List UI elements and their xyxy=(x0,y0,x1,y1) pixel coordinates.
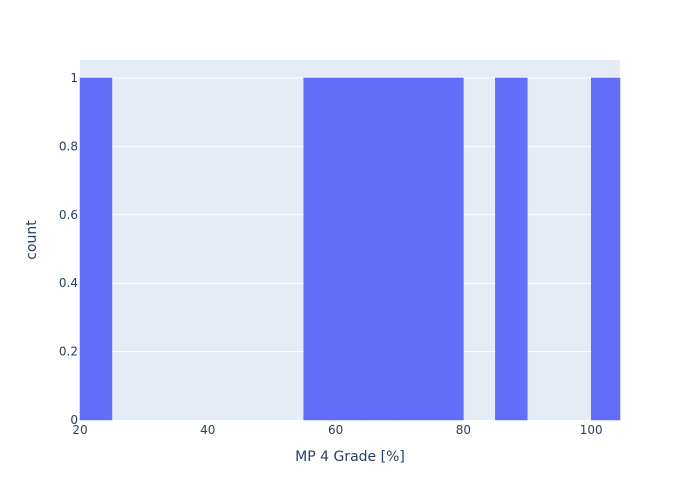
y-tick-label: 0.6 xyxy=(59,208,78,222)
x-tick-label: 100 xyxy=(580,423,603,437)
x-tick-label: 40 xyxy=(200,423,215,437)
histogram-bar[interactable] xyxy=(367,77,400,421)
x-axis-title: MP 4 Grade [%] xyxy=(295,449,405,465)
y-axis-title: count xyxy=(24,220,40,260)
x-tick-label: 80 xyxy=(456,423,471,437)
y-tick-label: 0.8 xyxy=(59,139,78,153)
y-axis-ticks: 0 0.2 0.4 0.6 0.8 1 xyxy=(59,71,78,427)
histogram-bars xyxy=(79,77,621,421)
histogram-bar[interactable] xyxy=(495,77,528,421)
histogram-bar[interactable] xyxy=(335,77,368,421)
x-tick-label: 20 xyxy=(72,423,87,437)
x-tick-label: 60 xyxy=(328,423,343,437)
y-tick-label: 0 xyxy=(70,413,78,427)
y-tick-label: 1 xyxy=(70,71,78,85)
histogram-bar[interactable] xyxy=(79,77,113,421)
histogram-bar[interactable] xyxy=(303,77,336,421)
y-tick-label: 0.4 xyxy=(59,276,78,290)
histogram-bar[interactable] xyxy=(431,77,464,421)
y-tick-label: 0.2 xyxy=(59,345,78,359)
histogram-bar[interactable] xyxy=(590,77,621,421)
histogram-bar[interactable] xyxy=(399,77,432,421)
x-axis-ticks: 20 40 60 80 100 xyxy=(72,423,602,437)
